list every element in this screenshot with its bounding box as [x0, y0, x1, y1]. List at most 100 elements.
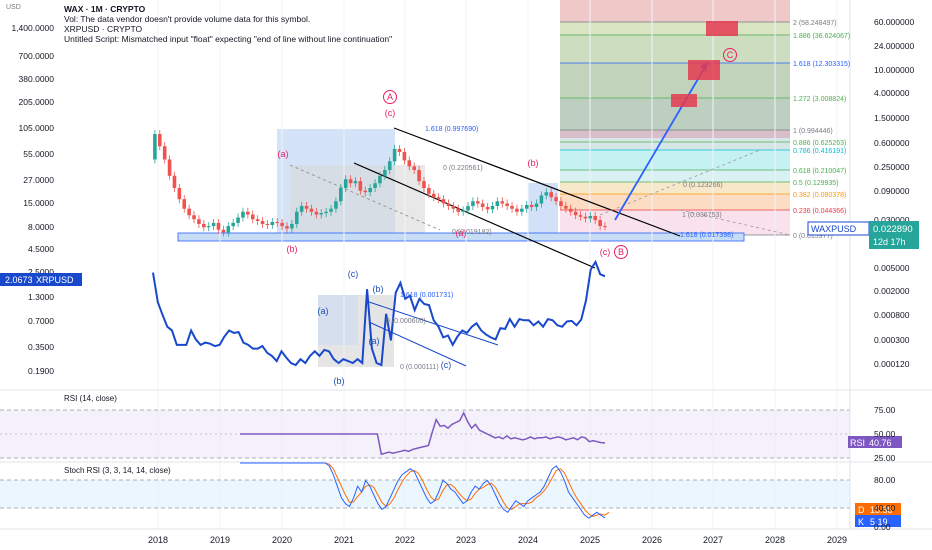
fib-labels: 2 (58.248497) 1.886 (36.624067) 1.618 (12.…: [386, 20, 850, 371]
wave-C-circle: [723, 48, 737, 62]
fib-label-5: 0.886 (0.625263): [793, 140, 846, 147]
x-tick-2027: 2027: [703, 535, 723, 545]
wax-candle-24: [265, 223, 270, 226]
wax-candle-63: [456, 208, 461, 212]
wax-candle-52: [402, 152, 407, 161]
wax-candle-54: [412, 166, 416, 170]
left-tick-7: 15.0000: [23, 198, 54, 208]
channel-lower: [353, 162, 596, 269]
wax-candle-73: [505, 203, 509, 206]
wave-c-label-2: (c): [600, 247, 611, 257]
stoch-d-label: D: [858, 505, 865, 515]
wax-candle-23: [260, 221, 265, 224]
fib-small-label-3: 0 (0.123266): [683, 182, 723, 189]
wave-A-label: A: [387, 92, 393, 102]
wave-b-label-1: (b): [287, 244, 298, 254]
wax-candle-89: [583, 216, 588, 219]
wax-countdown: 12d 17h: [873, 237, 906, 247]
wax-candle-3: [162, 146, 167, 160]
right-tick-8: 0.030000: [874, 215, 910, 225]
wave-B-label: B: [618, 247, 624, 257]
fib-small-label-0: 1.618 (0.997690): [425, 126, 478, 133]
wax-candle-1: [153, 134, 157, 160]
stoch-d-badge: [855, 503, 867, 515]
wax-candle-15: [221, 229, 226, 233]
wax-candle-6: [177, 187, 182, 200]
wax-candle-59: [436, 197, 441, 200]
target-box-3: [671, 94, 697, 107]
wax-candle-57: [427, 187, 431, 194]
left-tick-9: 4.5000: [28, 244, 54, 254]
wax-candle-58: [431, 193, 436, 198]
right-axis: 60.000000 24.000000 10.000000 4.000000 1.500…: [874, 17, 914, 369]
fib-small-label-6: 1.618 (0.001731): [400, 292, 453, 299]
wax-candle-47: [378, 175, 382, 184]
wax-candle-56: [422, 181, 426, 188]
fib-small-label-8: 0 (0.000111): [400, 364, 439, 371]
support-zone: [177, 232, 745, 242]
wax-candle-41: [348, 179, 353, 184]
fib-label-11: 0 (0.015977): [793, 233, 833, 240]
wax-candle-43: [358, 181, 363, 191]
wax-candle-33: [309, 208, 314, 212]
wax-candle-17: [231, 222, 235, 227]
projection-arrow: [614, 61, 709, 221]
wax-candle-2: [157, 134, 162, 147]
stoch-axis: 80.00 40.00 0.00: [874, 475, 896, 532]
x-tick-2022: 2022: [395, 535, 415, 545]
rsi-panel-title: RSI (14, close): [64, 394, 117, 403]
xrp-line: [152, 259, 606, 367]
left-tick-13: 0.3500: [28, 342, 54, 352]
fib-small-label-7: 0 (0.000600): [386, 318, 426, 325]
right-tick-6: 0.250000: [874, 162, 910, 172]
wax-candle-93: [603, 226, 607, 228]
right-tick-11: 0.002000: [874, 286, 910, 296]
wax-candle-46: [373, 183, 377, 188]
wax-candle-67: [475, 201, 480, 204]
wax-candle-19: [241, 211, 245, 218]
wave-A-circle: [383, 90, 397, 104]
wax-candle-71: [495, 201, 500, 206]
fib-label-7: 0.618 (0.210047): [793, 168, 846, 175]
stoch-k-label: K: [858, 517, 864, 527]
fib-label-3: 1.272 (3.008824): [793, 96, 846, 103]
x-tick-2025: 2025: [580, 535, 600, 545]
wax-candle-92: [598, 220, 602, 227]
left-axis: 1,400.0000 700.0000 380.0000 205.0000 105.00…: [11, 23, 54, 376]
wax-candle-62: [451, 205, 456, 209]
wax-candle-26: [275, 221, 280, 223]
xrp-channel-upper: [368, 301, 499, 346]
wax-candle-5: [172, 175, 177, 188]
stoch-panel-title: Stoch RSI (3, 3, 14, 14, close): [64, 466, 171, 475]
rsi-label-badge: [848, 436, 866, 448]
wax-candle-55: [417, 169, 421, 182]
wax-candle-83: [554, 197, 558, 202]
wax-candle-90: [588, 215, 593, 219]
wax-candle-29: [290, 223, 294, 229]
left-tick-0: 1,400.0000: [11, 23, 54, 33]
x-tick-2020: 2020: [272, 535, 292, 545]
wax-candle-50: [392, 148, 397, 162]
x-tick-2028: 2028: [765, 535, 785, 545]
wax-candle-10: [197, 219, 201, 224]
wax-candle-74: [510, 205, 514, 209]
wax-candle-60: [441, 199, 446, 204]
fib-small-label-1: 0 (0.220561): [443, 165, 483, 172]
wax-label: WAXPUSD: [811, 224, 857, 234]
left-tick-10: 2.5000: [28, 267, 54, 277]
wax-candle-36: [324, 211, 328, 214]
fib-label-9: 0.382 (0.080378): [793, 192, 846, 199]
xrp-wave-b-label-2: (b): [334, 376, 345, 386]
wax-price: 0.022890: [873, 224, 913, 235]
wax-candle-31: [299, 205, 304, 212]
wax-candle-68: [480, 203, 485, 208]
right-tick-5: 0.600000: [874, 138, 910, 148]
wax-candle-86: [568, 208, 573, 212]
wax-candle-30: [294, 211, 299, 224]
stoch-k-value: 5.19: [870, 517, 888, 527]
wax-candle-22: [255, 219, 260, 222]
wax-candle-85: [564, 205, 568, 209]
xrp-wave-a-label-1: (a): [318, 306, 329, 316]
xrp-badge: [0, 273, 82, 286]
wax-candles: [153, 130, 607, 237]
